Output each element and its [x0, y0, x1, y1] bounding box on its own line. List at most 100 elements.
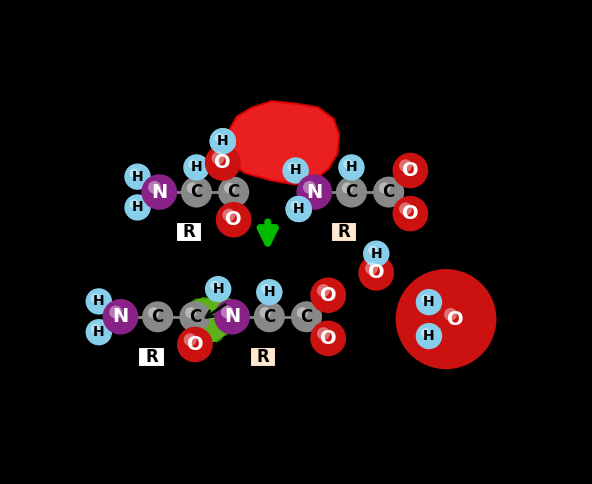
Circle shape	[125, 165, 150, 189]
Circle shape	[86, 289, 111, 314]
Circle shape	[182, 178, 211, 207]
Circle shape	[421, 294, 430, 303]
Text: N: N	[224, 307, 240, 326]
Circle shape	[188, 159, 198, 168]
Text: H: H	[191, 160, 202, 174]
Circle shape	[219, 178, 249, 207]
Circle shape	[342, 182, 353, 194]
Circle shape	[125, 195, 150, 220]
Circle shape	[130, 199, 139, 209]
Text: C: C	[152, 308, 164, 326]
Circle shape	[395, 269, 496, 369]
Text: O: O	[402, 204, 419, 223]
Text: R: R	[337, 223, 350, 241]
Circle shape	[337, 178, 366, 207]
Circle shape	[110, 305, 122, 318]
Text: N: N	[112, 307, 128, 326]
Text: H: H	[293, 202, 304, 216]
Circle shape	[206, 277, 230, 302]
Circle shape	[210, 129, 235, 153]
Text: C: C	[189, 308, 201, 326]
Circle shape	[438, 302, 472, 336]
Circle shape	[257, 280, 282, 304]
Text: O: O	[402, 161, 419, 180]
Text: H: H	[213, 282, 224, 296]
Circle shape	[339, 155, 364, 180]
Circle shape	[421, 328, 430, 337]
Text: H: H	[93, 294, 105, 308]
Text: O: O	[214, 153, 231, 172]
FancyBboxPatch shape	[139, 347, 165, 367]
Circle shape	[223, 209, 236, 222]
Text: R: R	[182, 223, 195, 241]
Text: H: H	[423, 295, 435, 309]
Circle shape	[259, 307, 271, 318]
Text: O: O	[186, 335, 203, 354]
Text: H: H	[217, 134, 229, 148]
Circle shape	[393, 197, 427, 230]
Circle shape	[206, 146, 240, 180]
Text: C: C	[300, 308, 313, 326]
Circle shape	[365, 262, 378, 274]
Circle shape	[283, 158, 308, 183]
Circle shape	[215, 133, 224, 142]
Circle shape	[317, 327, 330, 340]
Circle shape	[393, 153, 427, 187]
Text: H: H	[371, 247, 382, 261]
Text: H: H	[93, 325, 105, 339]
Text: H: H	[217, 134, 229, 148]
Text: C: C	[227, 183, 240, 201]
Circle shape	[224, 182, 235, 194]
Text: O: O	[320, 329, 336, 348]
Circle shape	[399, 202, 412, 215]
Text: H: H	[346, 160, 357, 174]
Circle shape	[215, 133, 224, 142]
Circle shape	[180, 302, 210, 332]
Circle shape	[287, 197, 311, 221]
Text: N: N	[306, 182, 323, 201]
FancyBboxPatch shape	[250, 347, 276, 367]
Circle shape	[291, 201, 300, 210]
Text: C: C	[382, 183, 395, 201]
Circle shape	[417, 290, 442, 315]
Circle shape	[184, 155, 209, 180]
Circle shape	[215, 300, 249, 334]
FancyBboxPatch shape	[330, 222, 357, 242]
Circle shape	[292, 302, 321, 332]
Polygon shape	[221, 101, 339, 184]
Circle shape	[291, 201, 300, 210]
Circle shape	[206, 146, 240, 180]
Circle shape	[311, 321, 345, 355]
Circle shape	[364, 242, 389, 266]
Circle shape	[148, 307, 159, 318]
Circle shape	[343, 159, 353, 168]
Circle shape	[255, 302, 284, 332]
Circle shape	[288, 162, 297, 172]
Circle shape	[261, 284, 271, 293]
Circle shape	[297, 175, 332, 209]
Text: C: C	[345, 183, 358, 201]
Circle shape	[303, 181, 316, 194]
Circle shape	[86, 320, 111, 345]
Circle shape	[130, 168, 139, 178]
Circle shape	[186, 182, 198, 194]
Circle shape	[368, 245, 378, 255]
Circle shape	[210, 129, 235, 153]
Circle shape	[217, 203, 250, 237]
Circle shape	[91, 324, 100, 333]
Circle shape	[374, 178, 403, 207]
Circle shape	[148, 181, 161, 194]
Circle shape	[210, 281, 220, 290]
Text: H: H	[132, 170, 143, 183]
Text: H: H	[132, 200, 143, 214]
Circle shape	[317, 284, 330, 297]
Text: H: H	[293, 202, 304, 216]
Circle shape	[221, 305, 234, 318]
Text: H: H	[423, 329, 435, 343]
Circle shape	[185, 307, 197, 318]
Circle shape	[399, 159, 412, 172]
Text: H: H	[290, 164, 301, 178]
Text: R: R	[257, 348, 269, 366]
FancyBboxPatch shape	[175, 222, 202, 242]
Text: C: C	[263, 308, 275, 326]
